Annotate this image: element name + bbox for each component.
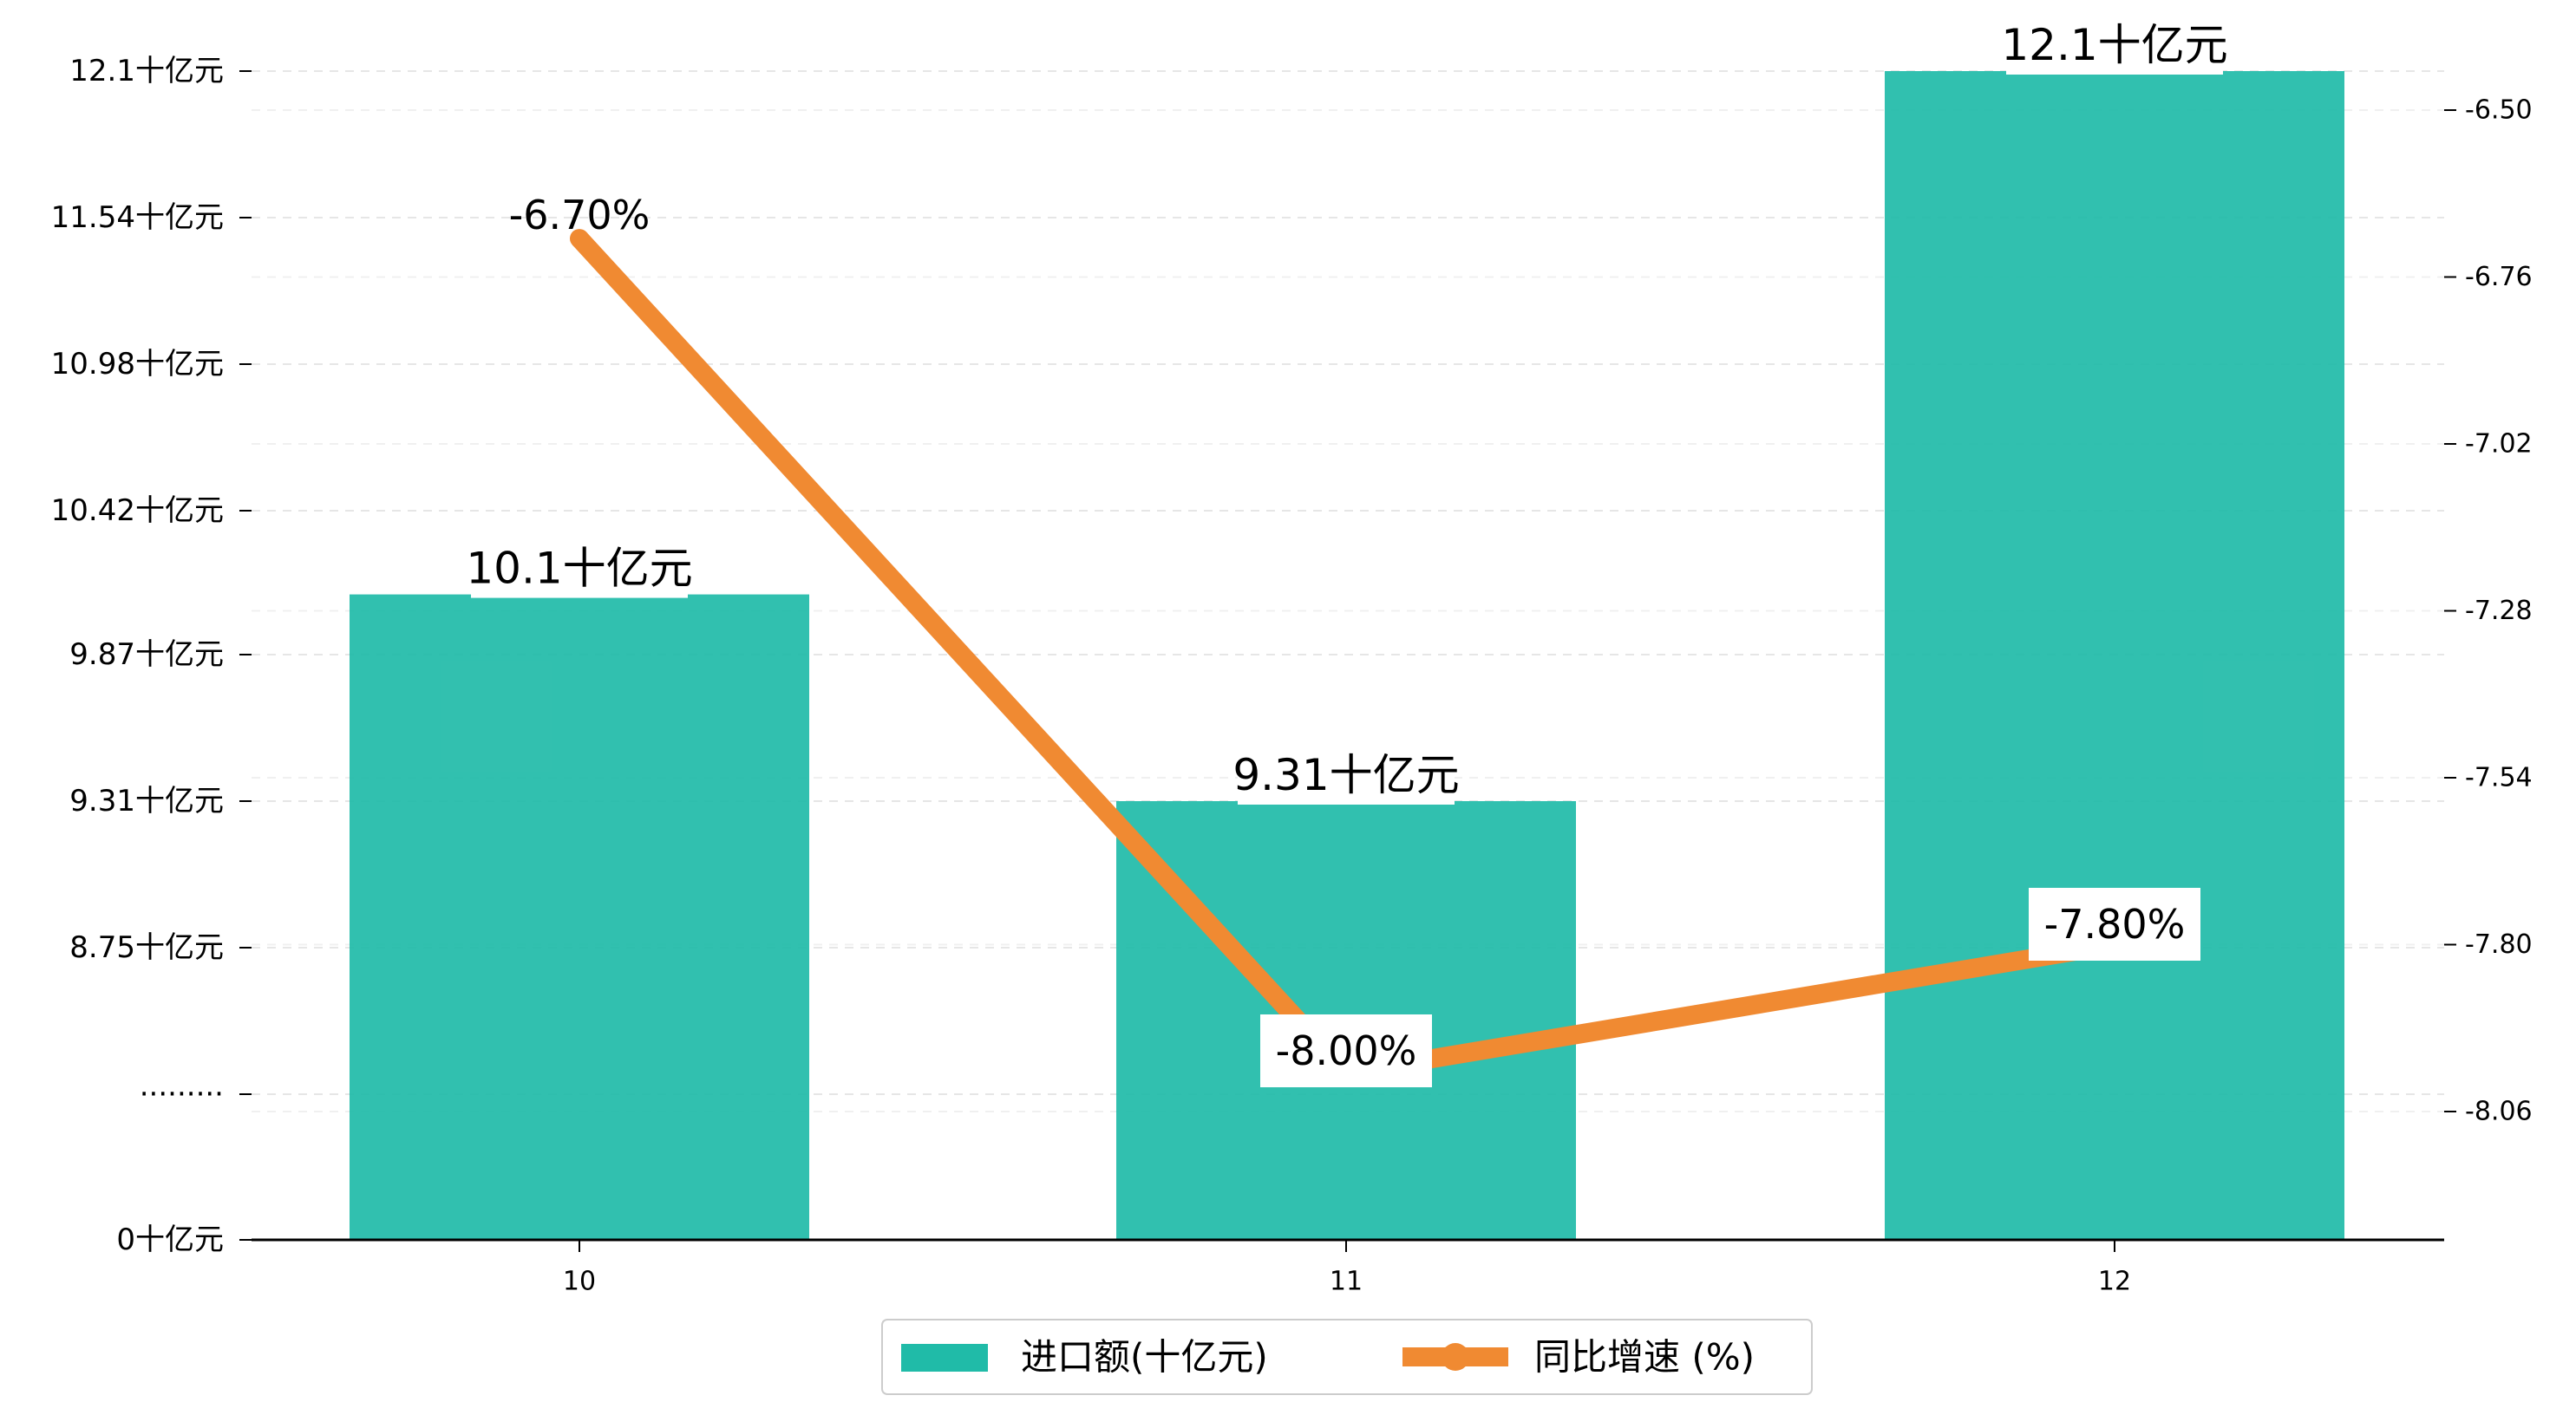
right-tick-label: -7.02 [2465, 429, 2533, 460]
left-tick-label: 12.1十亿元 [69, 54, 224, 88]
bar-12 [1885, 71, 2344, 1240]
left-tick-label: 11.54十亿元 [51, 200, 224, 235]
bar-label-box [2006, 17, 2223, 75]
left-tick-label: 9.31十亿元 [69, 784, 224, 818]
right-tick-label: -7.80 [2465, 929, 2533, 960]
legend-box [881, 1319, 1813, 1395]
bar-series [350, 71, 2344, 1240]
left-tick-label: 0十亿元 [116, 1223, 224, 1257]
line-label-box [2029, 888, 2200, 961]
right-tick-label: -7.54 [2465, 763, 2533, 793]
x-tick-label: 11 [1330, 1267, 1363, 1297]
right-tick-label: -7.28 [2465, 596, 2533, 626]
legend: 进口额(十亿元) 同比增速 (%) [881, 1319, 1813, 1395]
bar-label-box [1238, 747, 1455, 805]
bar-10 [350, 594, 809, 1240]
bar-value-label: 10.1十亿元 [466, 544, 692, 594]
left-tick-label: 10.42十亿元 [51, 493, 224, 528]
legend-swatch-bars [901, 1344, 988, 1372]
axes: 0十亿元 ········· 8.75十亿元 9.31十亿元 9.87十亿元 10.42十… [51, 54, 2533, 1297]
line-value-label: -6.70% [509, 192, 651, 238]
left-tick-label: 10.98十亿元 [51, 347, 224, 381]
x-tick-label: 12 [2098, 1267, 2131, 1297]
right-tick-label: -6.76 [2465, 262, 2533, 292]
legend-marker-line [1442, 1343, 1469, 1371]
right-tick-label: -6.50 [2465, 95, 2533, 126]
x-tick-label: 10 [563, 1267, 596, 1297]
line-label-box [1260, 1014, 1432, 1087]
legend-label-line: 同比增速 (%) [1534, 1336, 1755, 1379]
left-tick-label: 8.75十亿元 [69, 930, 224, 965]
growth-point-10 [570, 229, 589, 249]
bar-value-label: 12.1十亿元 [2001, 20, 2227, 70]
left-tick-label: ········· [140, 1077, 224, 1112]
bar-value-label: 9.31十亿元 [1232, 750, 1459, 800]
bar-label-box [471, 540, 688, 598]
legend-label-bars: 进口额(十亿元) [1021, 1336, 1268, 1379]
line-value-label: -7.80% [2044, 901, 2186, 948]
line-value-label: -8.00% [1276, 1027, 1417, 1074]
right-tick-label: -8.06 [2465, 1097, 2533, 1127]
left-tick-label: 9.87十亿元 [69, 637, 224, 672]
data-labels: 10.1十亿元 9.31十亿元 12.1十亿元 -6.70% -8.00% -7.80% [466, 17, 2228, 1087]
